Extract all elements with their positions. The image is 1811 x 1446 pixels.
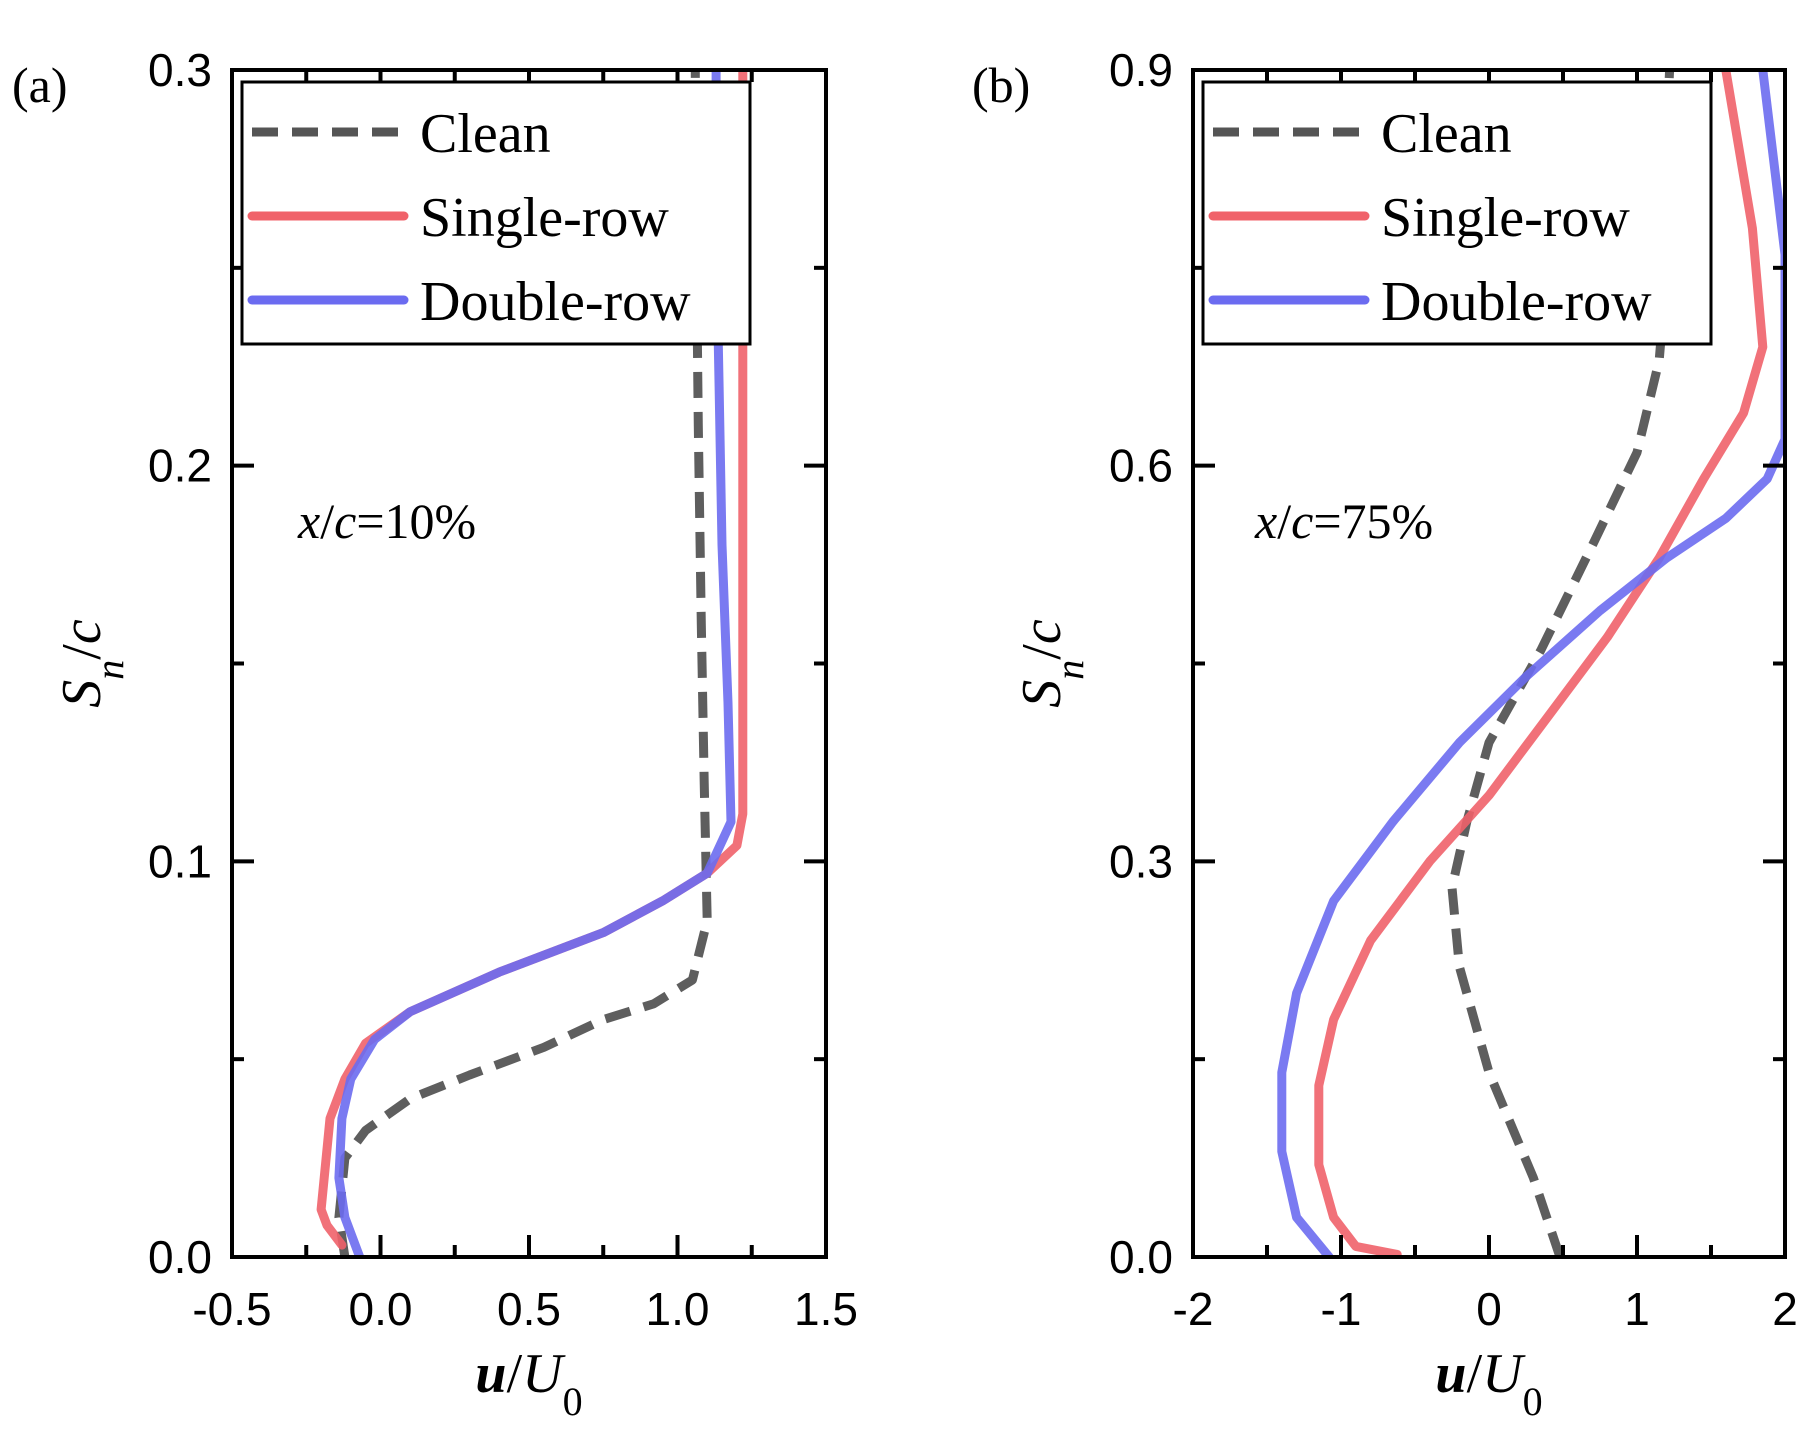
series-line-single-row bbox=[1314, 70, 1768, 1257]
y-label-sub: n bbox=[87, 660, 132, 680]
x-tick-label: 0.0 bbox=[349, 1283, 413, 1335]
x-label-u: u bbox=[475, 1343, 506, 1405]
annotation-slash: / bbox=[1277, 493, 1291, 549]
x-label-sub: 0 bbox=[563, 1379, 583, 1424]
y-label-slash: / bbox=[51, 644, 113, 660]
annotation-x: x bbox=[297, 493, 320, 549]
annotation-x: x bbox=[1254, 493, 1277, 549]
x-tick-label: -2 bbox=[1173, 1283, 1214, 1335]
x-axis-label: u/U0 bbox=[475, 1343, 582, 1424]
legend-label: Clean bbox=[1381, 103, 1512, 165]
annotation-value: =10% bbox=[356, 493, 476, 549]
annotation-value: =75% bbox=[1313, 493, 1433, 549]
panel-label: (a) bbox=[12, 57, 68, 113]
y-tick-label: 0.3 bbox=[148, 44, 212, 96]
x-label-U: U bbox=[522, 1343, 566, 1405]
x-axis-label: u/U0 bbox=[1435, 1343, 1542, 1424]
x-tick-label: 0 bbox=[1476, 1283, 1502, 1335]
y-axis-label: Sn/c bbox=[51, 619, 132, 708]
legend-label: Single-row bbox=[420, 187, 669, 249]
y-label-c: c bbox=[1011, 619, 1073, 644]
legend: Clean Single-row Double-row bbox=[240, 80, 752, 346]
series-line-double-row bbox=[334, 70, 736, 1257]
x-label-slash: / bbox=[507, 1343, 523, 1405]
legend-label: Clean bbox=[420, 103, 551, 165]
y-tick-label: 0.1 bbox=[148, 835, 212, 887]
x-tick-label: 1.0 bbox=[646, 1283, 710, 1335]
x-label-u: u bbox=[1435, 1343, 1466, 1405]
annotation-slash: / bbox=[320, 493, 334, 549]
x-tick-label: 1.5 bbox=[794, 1283, 858, 1335]
x-tick-label: 2 bbox=[1772, 1283, 1798, 1335]
legend: Clean Single-row Double-row bbox=[1201, 80, 1713, 346]
y-label-S: S bbox=[1011, 680, 1073, 708]
y-tick-label: 0.6 bbox=[1109, 440, 1173, 492]
annotation-c: c bbox=[334, 493, 356, 549]
panel-b: -2 -1 0 1 20.00.30.60.9(b)x/c=75%u/U0Sn/cCle… bbox=[972, 44, 1798, 1424]
legend-label: Single-row bbox=[1381, 187, 1630, 249]
y-tick-label: 0.3 bbox=[1109, 835, 1173, 887]
panel-label: (b) bbox=[972, 57, 1030, 113]
x-label-U: U bbox=[1482, 1343, 1526, 1405]
y-label-S: S bbox=[51, 680, 113, 708]
y-axis-label: Sn/c bbox=[1011, 619, 1092, 708]
x-label-sub: 0 bbox=[1523, 1379, 1543, 1424]
y-label-slash: / bbox=[1011, 644, 1073, 660]
annotation: x/c=75% bbox=[1254, 493, 1433, 549]
y-label-sub: n bbox=[1047, 660, 1092, 680]
y-tick-label: 0.0 bbox=[1109, 1231, 1173, 1283]
x-tick-label: -0.5 bbox=[192, 1283, 271, 1335]
x-tick-label: -1 bbox=[1321, 1283, 1362, 1335]
annotation: x/c=10% bbox=[297, 493, 476, 549]
annotation-c: c bbox=[1291, 493, 1313, 549]
series-line-clean bbox=[334, 70, 712, 1257]
legend-label: Double-row bbox=[1381, 271, 1652, 333]
x-tick-label: 1 bbox=[1624, 1283, 1650, 1335]
panel-a: -0.5 0.0 0.5 1.0 1.50.00.10.20.3(a)x/c=10%u/… bbox=[12, 44, 858, 1424]
x-tick-label: 0.5 bbox=[497, 1283, 561, 1335]
x-label-slash: / bbox=[1467, 1343, 1483, 1405]
y-tick-label: 0.9 bbox=[1109, 44, 1173, 96]
y-tick-label: 0.2 bbox=[148, 440, 212, 492]
legend-label: Double-row bbox=[420, 271, 691, 333]
y-label-c: c bbox=[51, 619, 113, 644]
series-group bbox=[316, 70, 748, 1257]
y-tick-label: 0.0 bbox=[148, 1231, 212, 1283]
series-line-double-row bbox=[1277, 70, 1785, 1257]
